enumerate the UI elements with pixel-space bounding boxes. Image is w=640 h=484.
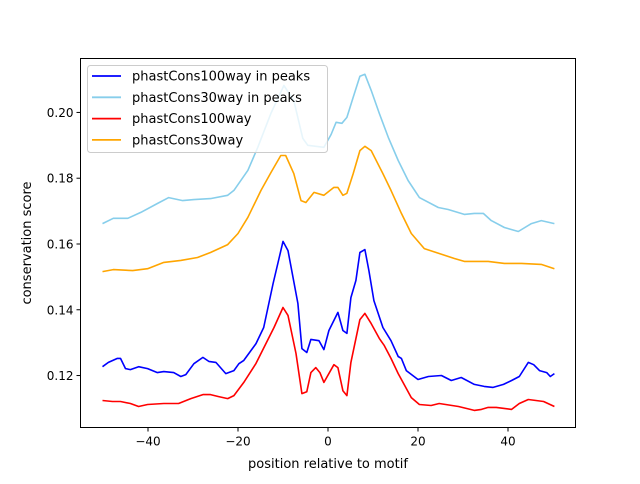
- x-axis: −40 −20 0 20 40: [135, 427, 516, 449]
- y-axis: 0.12 0.14 0.16 0.18 0.20: [47, 106, 81, 383]
- legend-label-0: phastCons100way in peaks: [132, 70, 310, 85]
- x-tick-label: 20: [410, 435, 425, 449]
- legend-label-2: phastCons100way: [132, 112, 252, 127]
- series-line-0: [102, 240, 555, 389]
- y-tick-label: 0.16: [47, 237, 74, 251]
- y-tick-label: 0.20: [47, 106, 74, 120]
- legend-label-1: phastCons30way in peaks: [132, 91, 302, 106]
- series-line-2: [102, 306, 555, 412]
- x-tick-label: −40: [135, 435, 160, 449]
- y-tick-label: 0.14: [47, 303, 74, 317]
- series-line-3: [102, 145, 555, 273]
- x-tick-label: −20: [225, 435, 250, 449]
- y-tick-label: 0.18: [47, 172, 74, 186]
- y-axis-label: conservation score: [20, 181, 35, 304]
- legend-label-3: phastCons30way: [132, 133, 244, 148]
- y-tick-label: 0.12: [47, 369, 74, 383]
- x-tick-label: 0: [324, 435, 332, 449]
- x-tick-label: 40: [500, 435, 515, 449]
- legend-box: [87, 65, 328, 153]
- legend: phastCons100way in peaks phastCons30way i…: [87, 65, 328, 153]
- series-lines: [102, 73, 555, 412]
- series-line-1: [102, 73, 555, 233]
- x-axis-label: position relative to motif: [248, 457, 408, 472]
